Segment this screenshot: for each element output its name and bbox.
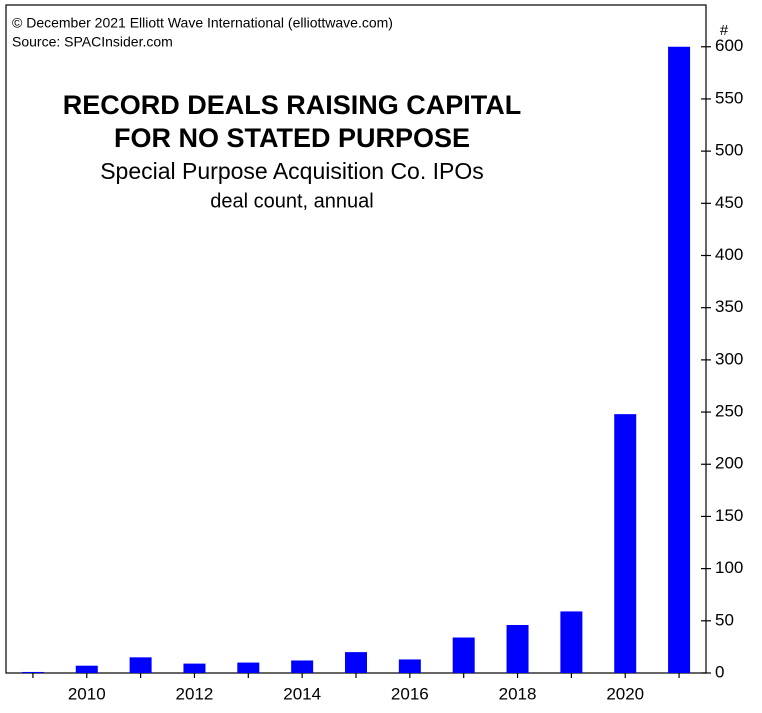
x-tick-label: 2014 [283,684,321,703]
x-tick-label: 2020 [606,684,644,703]
x-tick-label: 2016 [391,684,429,703]
bar [291,660,314,673]
y-tick-label: 250 [715,402,743,421]
y-tick-label: 450 [715,193,743,212]
y-tick-label: 600 [715,36,743,55]
source: Source: SPACInsider.com [12,34,173,50]
bar [506,624,529,673]
y-tick-label: 50 [715,610,734,629]
bar [560,611,583,673]
chart-subtitle: deal count, annual [210,190,373,212]
chart-title: RECORD DEALS RAISING CAPITAL [63,90,522,120]
x-tick-label: 2010 [68,684,106,703]
y-tick-label: 400 [715,245,743,264]
bar [21,671,44,673]
y-tick-label: 0 [715,662,724,681]
bar [129,657,152,673]
bar [237,662,260,673]
bar [183,663,206,673]
bar [452,637,475,673]
bar [668,46,691,673]
credit: © December 2021 Elliott Wave Internation… [12,15,393,31]
chart-subtitle: Special Purpose Acquisition Co. IPOs [100,158,484,184]
y-tick-label: 150 [715,506,743,525]
x-tick-label: 2012 [176,684,214,703]
bar [345,652,367,673]
bar [614,414,637,673]
y-tick-label: 500 [715,141,743,160]
y-tick-label: 550 [715,88,743,107]
chart-title: FOR NO STATED PURPOSE [114,123,470,153]
y-tick-label: 200 [715,454,743,473]
y-tick-label: 300 [715,349,743,368]
bar [75,665,98,673]
x-tick-label: 2018 [499,684,537,703]
y-axis-label: # [720,22,729,39]
y-tick-label: 100 [715,558,743,577]
y-tick-label: 350 [715,297,743,316]
bar [398,659,421,673]
